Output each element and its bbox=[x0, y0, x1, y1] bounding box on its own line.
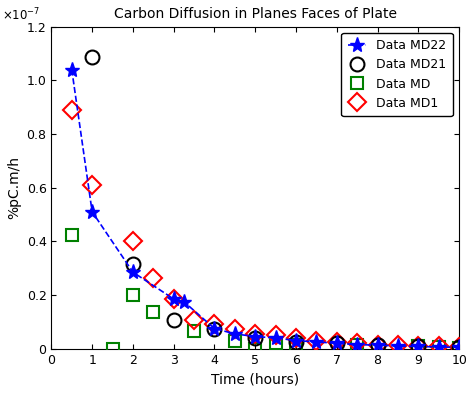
Data MD bbox=[416, 344, 421, 349]
Data MD bbox=[191, 329, 197, 334]
Data MD1 bbox=[89, 183, 95, 187]
Data MD1 bbox=[69, 107, 74, 112]
Data MD bbox=[130, 293, 136, 298]
Data MD1 bbox=[252, 332, 258, 336]
Data MD bbox=[109, 346, 115, 351]
Data MD1 bbox=[150, 275, 156, 280]
Data MD22 bbox=[395, 343, 401, 348]
Line: Data MD: Data MD bbox=[65, 228, 465, 355]
Data MD22 bbox=[416, 344, 421, 349]
Data MD21 bbox=[293, 340, 299, 344]
Y-axis label: %pC.m/h: %pC.m/h bbox=[7, 156, 21, 219]
Data MD22 bbox=[456, 345, 462, 350]
Data MD22 bbox=[436, 345, 442, 349]
Data MD22 bbox=[232, 332, 237, 336]
Legend: Data MD22, Data MD21, Data MD, Data MD1: Data MD22, Data MD21, Data MD, Data MD1 bbox=[341, 33, 453, 116]
Data MD21 bbox=[416, 344, 421, 349]
Data MD bbox=[232, 339, 237, 343]
Data MD22 bbox=[181, 299, 187, 304]
Data MD22 bbox=[314, 340, 319, 344]
Data MD21 bbox=[375, 343, 381, 347]
Data MD bbox=[456, 345, 462, 350]
Data MD bbox=[436, 345, 442, 350]
Data MD21 bbox=[456, 345, 462, 350]
Data MD22 bbox=[211, 326, 217, 331]
Data MD1 bbox=[456, 345, 462, 350]
Data MD1 bbox=[211, 322, 217, 327]
Data MD22 bbox=[273, 336, 278, 340]
Line: Data MD22: Data MD22 bbox=[64, 62, 467, 355]
Data MD1 bbox=[355, 341, 360, 345]
Data MD bbox=[273, 341, 278, 345]
Data MD1 bbox=[191, 318, 197, 323]
Data MD21 bbox=[89, 55, 95, 60]
Data MD21 bbox=[211, 326, 217, 331]
Data MD1 bbox=[375, 342, 381, 347]
Data MD1 bbox=[334, 340, 340, 344]
X-axis label: Time (hours): Time (hours) bbox=[211, 372, 299, 386]
Data MD22 bbox=[355, 342, 360, 347]
Data MD22 bbox=[293, 338, 299, 343]
Data MD22 bbox=[334, 341, 340, 345]
Data MD21 bbox=[334, 341, 340, 345]
Data MD22 bbox=[89, 209, 95, 214]
Data MD1 bbox=[130, 239, 136, 244]
Data MD bbox=[355, 343, 360, 348]
Data MD1 bbox=[395, 343, 401, 348]
Line: Data MD1: Data MD1 bbox=[65, 103, 465, 354]
Data MD1 bbox=[171, 297, 176, 301]
Data MD1 bbox=[436, 344, 442, 349]
Data MD1 bbox=[293, 336, 299, 340]
Data MD22 bbox=[171, 297, 176, 301]
Title: Carbon Diffusion in Planes Faces of Plate: Carbon Diffusion in Planes Faces of Plat… bbox=[114, 7, 397, 21]
Data MD1 bbox=[416, 343, 421, 348]
Data MD22 bbox=[69, 67, 74, 72]
Data MD1 bbox=[314, 338, 319, 343]
Data MD1 bbox=[273, 333, 278, 338]
Data MD bbox=[69, 232, 74, 237]
Line: Data MD21: Data MD21 bbox=[85, 50, 466, 354]
Data MD bbox=[293, 342, 299, 347]
Data MD22 bbox=[375, 343, 381, 347]
Data MD21 bbox=[171, 318, 176, 323]
Data MD22 bbox=[130, 270, 136, 274]
Data MD bbox=[252, 346, 258, 351]
Data MD bbox=[150, 310, 156, 315]
Data MD22 bbox=[252, 334, 258, 339]
Data MD21 bbox=[252, 336, 258, 340]
Data MD21 bbox=[130, 262, 136, 266]
Data MD1 bbox=[232, 326, 237, 331]
Text: $\times\mathregular{10^{-7}}$: $\times\mathregular{10^{-7}}$ bbox=[2, 7, 41, 23]
